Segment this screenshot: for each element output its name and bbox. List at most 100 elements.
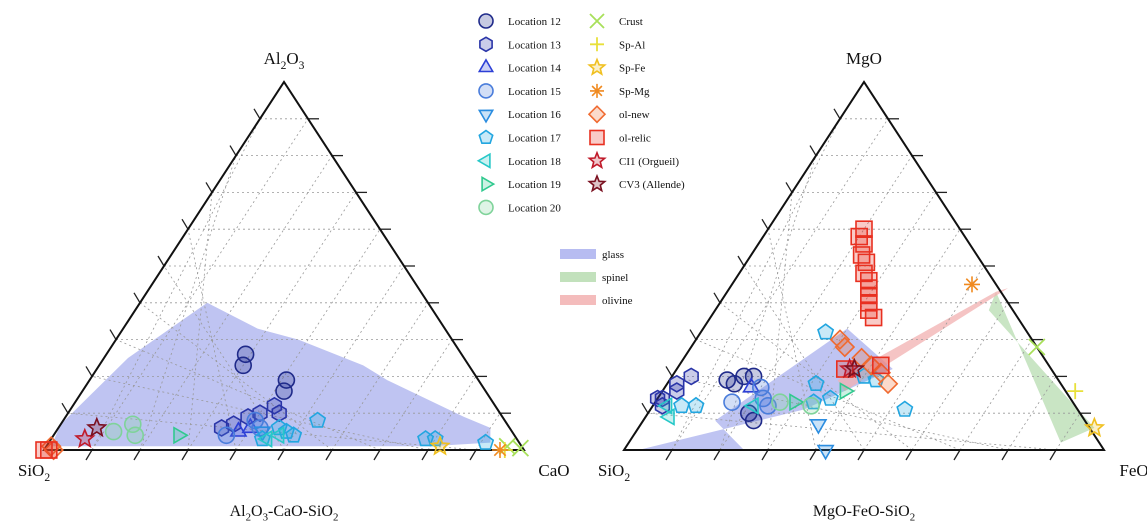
tick-mark	[277, 449, 285, 461]
grid-line	[911, 302, 1009, 451]
data-point	[816, 444, 835, 461]
tick-mark	[737, 255, 745, 267]
ternary-plot-1: Al2O3 SiO2 CaO Al2O3-CaO-SiO2	[18, 49, 570, 521]
tick-mark	[229, 449, 237, 461]
series-location-19	[173, 426, 189, 445]
legend-marker	[587, 57, 607, 76]
data-point	[477, 433, 495, 450]
data-point	[656, 396, 673, 415]
data-point	[213, 418, 230, 437]
triangle-frame	[622, 80, 1106, 451]
data-point	[807, 374, 825, 392]
vertex-label-left: SiO2	[598, 461, 630, 484]
data-point	[687, 396, 705, 414]
data-point	[802, 397, 821, 415]
legend-swatch	[560, 295, 596, 305]
field-glass	[51, 302, 491, 447]
data-point	[217, 426, 236, 445]
grid-line	[475, 412, 501, 451]
grid-line	[647, 412, 1057, 451]
data-point	[839, 382, 856, 401]
data-point	[855, 235, 873, 253]
tick-mark	[253, 108, 261, 120]
legend-label: CV3 (Allende)	[619, 179, 685, 191]
series-sp-fe	[1083, 416, 1106, 438]
data-point	[673, 396, 691, 414]
legend-marker	[589, 13, 605, 29]
tick-mark	[785, 182, 793, 193]
legend-label: Sp-Fe	[619, 63, 645, 75]
legend-marker	[481, 176, 496, 193]
series-ol-relic	[35, 441, 58, 459]
data-point	[829, 329, 851, 350]
tick-mark	[1049, 449, 1057, 461]
triangle-frame	[42, 80, 526, 451]
legend-item-location-13: Location 13	[479, 36, 561, 53]
grid-line	[719, 155, 817, 451]
chart-title: Al2O3-CaO-SiO2	[230, 503, 339, 521]
series-crust	[1028, 338, 1046, 356]
data-point	[871, 356, 890, 375]
data-point	[857, 253, 876, 272]
tick-mark	[205, 182, 213, 193]
tick-mark	[665, 449, 673, 461]
legend-label: olivine	[602, 295, 633, 307]
chart-title: MgO-FeO-SiO2	[813, 503, 915, 521]
grid-line	[283, 265, 405, 451]
series-sp-al	[1067, 383, 1084, 400]
legend-label: Location 14	[508, 63, 561, 75]
series-location-20	[771, 393, 821, 415]
legend-marker	[589, 129, 605, 146]
legend-label: Location 12	[508, 16, 561, 28]
tick-mark	[953, 449, 961, 461]
tick-mark	[325, 449, 333, 461]
vertex-label-right: FeO	[1119, 461, 1147, 480]
series-cv3-allende	[843, 357, 866, 379]
legend-item-location-16: Location 16	[477, 109, 561, 124]
data-point	[896, 400, 914, 417]
tick-mark	[181, 449, 189, 461]
data-point	[964, 276, 980, 293]
grid-line	[671, 118, 841, 451]
series-location-16	[809, 418, 835, 461]
data-point	[744, 411, 763, 430]
grid	[67, 118, 501, 451]
tick-mark	[85, 366, 93, 377]
tick-mark	[689, 329, 697, 340]
data-point	[649, 389, 666, 408]
legend-label: Location 18	[508, 156, 561, 168]
data-point	[104, 422, 123, 441]
legend-item-ol-new: ol-new	[587, 105, 650, 124]
tick-mark	[109, 329, 117, 340]
data-point	[39, 441, 58, 459]
series-location-19	[789, 382, 856, 412]
legend-label: CI1 (Orgueil)	[619, 156, 679, 168]
vertex-label-right: CaO	[538, 461, 569, 480]
series-location-17	[673, 323, 914, 417]
legend-label: Location 17	[508, 133, 561, 145]
legend-label: ol-new	[619, 109, 650, 121]
vertex-label-top: MgO	[846, 49, 882, 68]
series-ol-new	[829, 329, 899, 395]
data-point	[843, 357, 866, 379]
legend-marker	[587, 105, 607, 124]
grid-line	[67, 412, 477, 451]
series-sp-mg	[964, 276, 980, 293]
tick-mark	[761, 218, 769, 230]
data-point	[771, 393, 789, 411]
data-point	[285, 426, 303, 443]
field-glass	[638, 328, 893, 450]
tick-mark	[833, 108, 841, 120]
legend-swatch	[560, 249, 596, 259]
legend-item-cv3-allende: CV3 (Allende)	[587, 173, 685, 193]
tick-mark	[641, 402, 649, 414]
legend-marker	[478, 129, 494, 144]
grid-line	[379, 339, 453, 451]
data-point	[246, 411, 264, 430]
grid-line	[767, 192, 793, 451]
data-point	[492, 442, 508, 458]
tick-mark	[373, 449, 381, 461]
data-point	[86, 416, 108, 438]
tick-mark	[761, 449, 769, 461]
